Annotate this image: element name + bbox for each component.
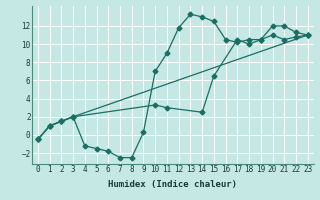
- X-axis label: Humidex (Indice chaleur): Humidex (Indice chaleur): [108, 180, 237, 189]
